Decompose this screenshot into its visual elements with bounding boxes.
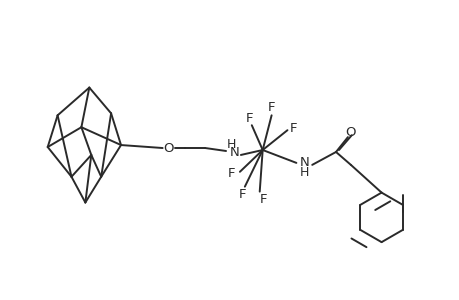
Text: F: F: [259, 193, 267, 206]
Text: H: H: [299, 166, 308, 179]
Text: F: F: [239, 188, 246, 201]
Text: O: O: [163, 142, 174, 154]
Text: F: F: [228, 167, 235, 180]
Text: F: F: [246, 112, 253, 125]
Text: F: F: [267, 101, 275, 114]
Text: N: N: [299, 156, 308, 170]
Text: F: F: [289, 122, 297, 135]
Text: O: O: [345, 126, 355, 139]
Text: N: N: [230, 146, 239, 160]
Text: H: H: [226, 138, 235, 151]
